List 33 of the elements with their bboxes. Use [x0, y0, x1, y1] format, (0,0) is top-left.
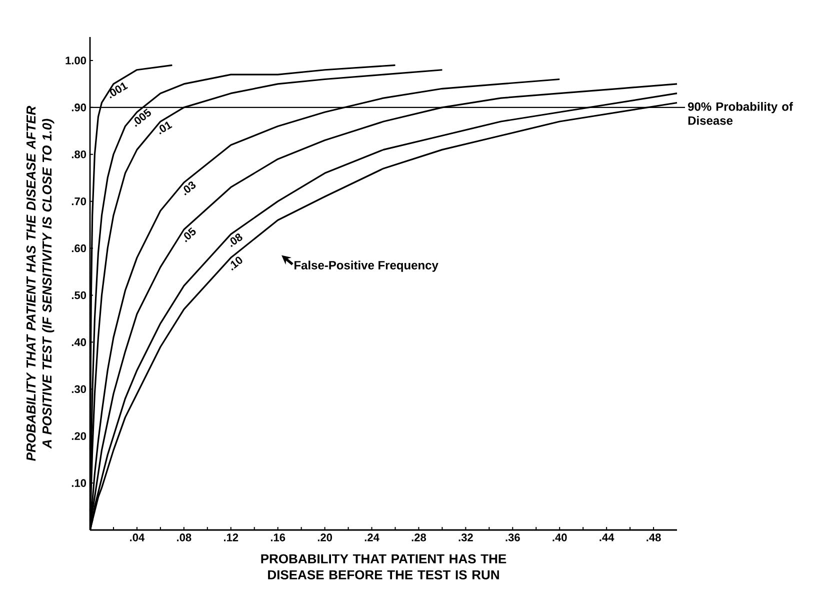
annotation: False-Positive Frequency — [294, 260, 438, 272]
x-tick-label: .40 — [552, 534, 567, 542]
y-tick-label: .10 — [72, 479, 86, 487]
text: .05 — [184, 227, 196, 242]
y-tick-label: .40 — [72, 338, 86, 346]
x-axis-title: PROBABILITY THAT PATIENT HAS THE DISEASE BEFORE THE TEST IS RUN — [261, 554, 506, 580]
x-tick-label: .24 — [364, 534, 380, 542]
y-tick-label: .90 — [72, 104, 86, 112]
x-tick-label: .36 — [506, 534, 520, 542]
y-tick-label: .20 — [72, 432, 86, 440]
text: .10 — [230, 256, 242, 270]
x-tick-label: .12 — [224, 534, 238, 542]
x-tick-label: .32 — [458, 534, 473, 542]
y-tick-label: .80 — [72, 150, 86, 158]
x-tick-label: .08 — [177, 534, 192, 542]
text: .005 — [134, 108, 151, 127]
x-tick-label: .44 — [600, 534, 614, 542]
y-tick-label: .30 — [72, 385, 86, 394]
y-axis-title: PROBABILITY THAT PATIENT HAS THE DISEASE AFTER A POSITIVE TEST (IF SENSITIVITY IS CLOSE TO 1.0) — [26, 106, 54, 461]
y-tick-label: 1.00 — [66, 56, 86, 64]
y-tick-label: .60 — [72, 244, 86, 252]
text: .001 — [110, 82, 128, 98]
text: .08 — [230, 234, 242, 248]
x-tick-label: .48 — [646, 534, 661, 542]
text: .01 — [159, 121, 172, 134]
x-tick-label: .16 — [270, 534, 286, 542]
x-tick-label: .04 — [130, 534, 145, 542]
x-tick-label: .20 — [318, 534, 332, 542]
y-tick-label: .50 — [72, 291, 86, 300]
text: .03 — [184, 181, 196, 196]
x-tick-label: .28 — [412, 534, 426, 542]
y-tick-label: .70 — [72, 197, 86, 206]
ref-line-label: 90% Probability of Disease — [688, 102, 793, 125]
